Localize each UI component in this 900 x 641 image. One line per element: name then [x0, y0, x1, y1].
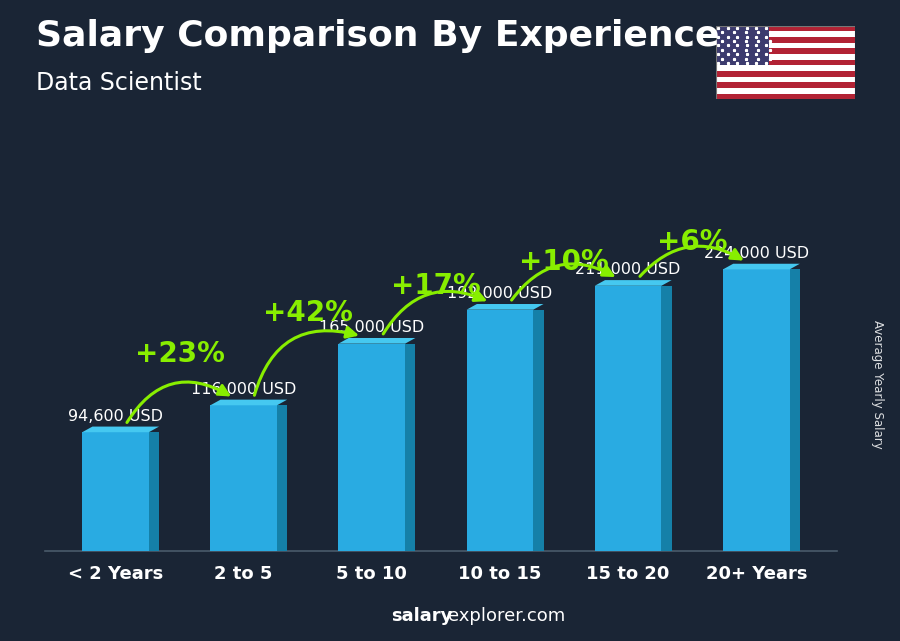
Bar	[716, 82, 855, 88]
Text: +10%: +10%	[519, 249, 609, 276]
Bar	[716, 31, 855, 37]
Bar	[716, 26, 855, 31]
Polygon shape	[405, 344, 416, 551]
Bar	[716, 60, 855, 65]
Bar	[716, 43, 855, 48]
Polygon shape	[211, 399, 287, 405]
Bar	[595, 286, 662, 551]
Polygon shape	[534, 310, 544, 551]
Bar	[338, 344, 405, 551]
Bar	[716, 77, 855, 82]
Text: +42%: +42%	[263, 299, 353, 328]
Bar	[82, 432, 148, 551]
Bar	[723, 269, 789, 551]
Text: 165,000 USD: 165,000 USD	[320, 320, 425, 335]
Bar	[211, 405, 277, 551]
Bar	[466, 310, 534, 551]
Polygon shape	[338, 338, 416, 344]
Polygon shape	[82, 426, 159, 432]
Text: +6%: +6%	[657, 228, 727, 256]
Text: 224,000 USD: 224,000 USD	[704, 246, 809, 261]
Text: Data Scientist: Data Scientist	[36, 71, 202, 94]
Polygon shape	[595, 280, 671, 286]
Text: 211,000 USD: 211,000 USD	[575, 262, 680, 278]
Polygon shape	[466, 304, 544, 310]
Polygon shape	[723, 263, 800, 269]
Text: salary: salary	[392, 607, 453, 625]
Polygon shape	[662, 286, 671, 551]
Text: explorer.com: explorer.com	[448, 607, 565, 625]
Bar	[716, 26, 769, 65]
Bar	[716, 65, 855, 71]
Bar	[716, 88, 855, 94]
Text: 116,000 USD: 116,000 USD	[191, 382, 296, 397]
Polygon shape	[277, 405, 287, 551]
Text: 94,600 USD: 94,600 USD	[68, 409, 163, 424]
Text: 192,000 USD: 192,000 USD	[447, 287, 553, 301]
Text: +23%: +23%	[135, 340, 224, 368]
Bar	[716, 94, 855, 99]
Bar	[716, 48, 855, 54]
Bar	[716, 37, 855, 43]
Text: Salary Comparison By Experience: Salary Comparison By Experience	[36, 19, 719, 53]
Text: +17%: +17%	[391, 272, 481, 300]
Text: Average Yearly Salary: Average Yearly Salary	[871, 320, 884, 449]
Polygon shape	[789, 269, 800, 551]
Bar	[716, 71, 855, 77]
Polygon shape	[148, 432, 159, 551]
Bar	[716, 54, 855, 60]
